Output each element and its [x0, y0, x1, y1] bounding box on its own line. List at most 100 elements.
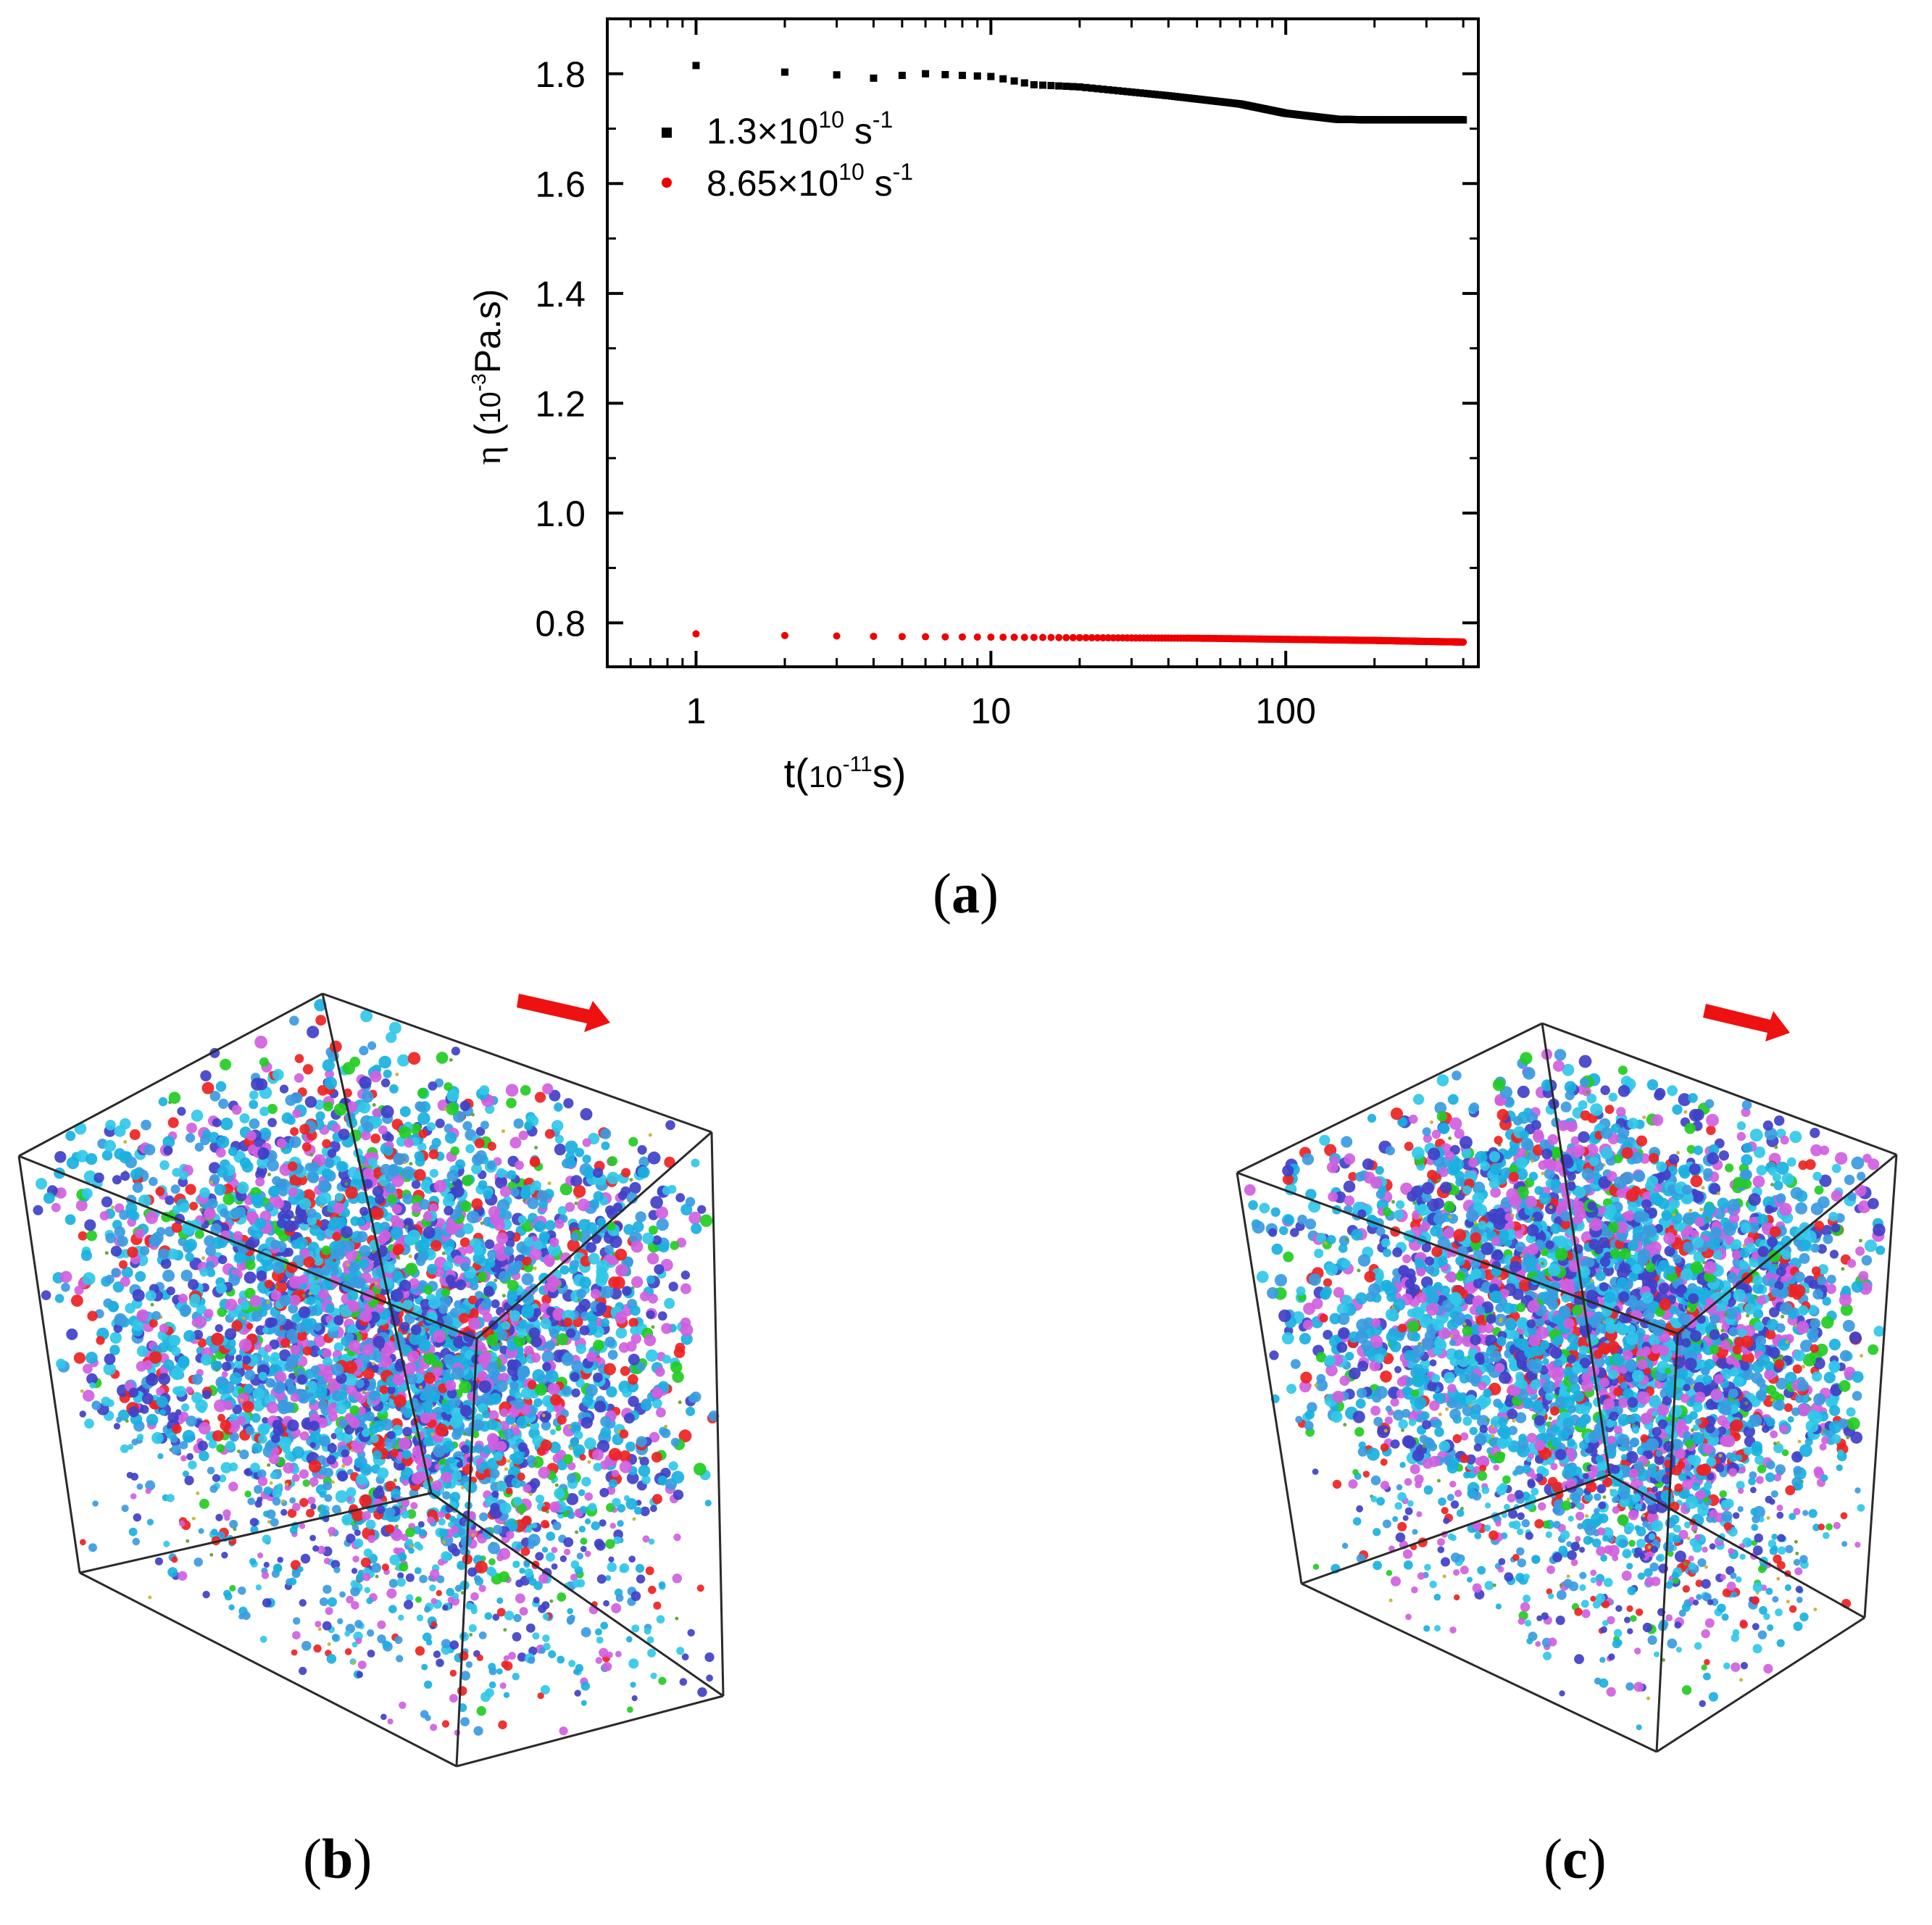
particle [673, 1533, 681, 1542]
particle [104, 1139, 116, 1152]
particle [156, 1396, 168, 1408]
particle [303, 1256, 315, 1268]
particle [559, 1726, 568, 1736]
particle [216, 1444, 225, 1453]
particle [290, 1392, 300, 1402]
particle [528, 1656, 536, 1664]
particle [114, 1125, 126, 1137]
particle [277, 1483, 283, 1489]
data-point [1075, 83, 1083, 91]
data-point [999, 75, 1007, 83]
particle [225, 1298, 238, 1311]
particle [579, 1276, 591, 1289]
particle [184, 1476, 194, 1486]
particle [501, 1321, 511, 1330]
particle [494, 1342, 498, 1347]
particle [195, 1316, 207, 1328]
particle [159, 1160, 170, 1171]
particle [309, 1152, 314, 1157]
particle [681, 1653, 689, 1661]
particle [396, 1255, 400, 1259]
particle [631, 1276, 644, 1288]
particle [229, 1584, 236, 1592]
particle [483, 1312, 493, 1323]
particle [56, 1358, 66, 1369]
particle [244, 1490, 252, 1498]
particle [539, 1316, 544, 1321]
particle [229, 1372, 242, 1385]
particle [415, 1596, 422, 1603]
data-point [941, 633, 949, 641]
particle [691, 1158, 700, 1168]
particle [148, 1595, 152, 1600]
data-point [898, 633, 906, 641]
particle [515, 1579, 524, 1588]
particle [215, 1081, 227, 1092]
particle [508, 1652, 516, 1660]
particle [498, 1365, 502, 1370]
particle [442, 1605, 449, 1611]
particle [73, 1352, 86, 1364]
particle [380, 1078, 391, 1088]
particle [333, 1315, 344, 1326]
particle [88, 1543, 97, 1552]
particle [272, 1261, 285, 1274]
particle [336, 1161, 348, 1173]
particle [419, 1529, 427, 1537]
particle [309, 1397, 317, 1405]
particle [367, 1650, 375, 1658]
particle [399, 1106, 411, 1118]
particle [503, 1692, 510, 1698]
particle [517, 1442, 528, 1452]
particle [334, 1192, 343, 1202]
particle [488, 1681, 496, 1689]
particle [699, 1214, 713, 1227]
particle [272, 1488, 282, 1498]
data-point [1094, 85, 1102, 93]
particle [332, 1505, 341, 1514]
particle [445, 1274, 456, 1285]
particle [33, 1205, 43, 1215]
particle [157, 1453, 164, 1460]
particle [300, 1248, 310, 1258]
particle [443, 1107, 447, 1111]
particle [536, 1447, 546, 1456]
particle [112, 1175, 122, 1185]
particle [405, 1527, 415, 1537]
particle [438, 1518, 446, 1526]
particle [383, 1146, 394, 1156]
particle [545, 1220, 556, 1231]
particle [288, 1577, 297, 1586]
particle [254, 1500, 262, 1508]
particle [370, 1434, 379, 1444]
data-point [987, 633, 995, 641]
particle [474, 1444, 484, 1454]
particle [386, 1031, 397, 1044]
particle [631, 1624, 640, 1633]
particle [446, 1170, 459, 1182]
particle [221, 1371, 228, 1378]
particle [517, 1215, 527, 1224]
particle [200, 1135, 210, 1146]
particle [399, 1321, 410, 1332]
particle [650, 1196, 663, 1209]
particle [359, 1244, 371, 1257]
particle [596, 1302, 607, 1313]
particle [245, 1426, 255, 1436]
particle [159, 1323, 169, 1334]
data-point [1123, 88, 1131, 96]
particle [348, 1262, 359, 1273]
particle [109, 1331, 122, 1344]
particle [656, 1408, 666, 1418]
particle [579, 1505, 588, 1513]
particle [423, 1352, 436, 1365]
particle [531, 1522, 538, 1529]
particle [134, 1228, 145, 1239]
particle [217, 1383, 228, 1395]
particle [170, 1184, 180, 1194]
particle [344, 1182, 349, 1186]
x-tick-label: 10 [971, 691, 1012, 731]
particle [523, 1236, 534, 1247]
particle [327, 1642, 331, 1646]
particle [86, 1230, 97, 1242]
